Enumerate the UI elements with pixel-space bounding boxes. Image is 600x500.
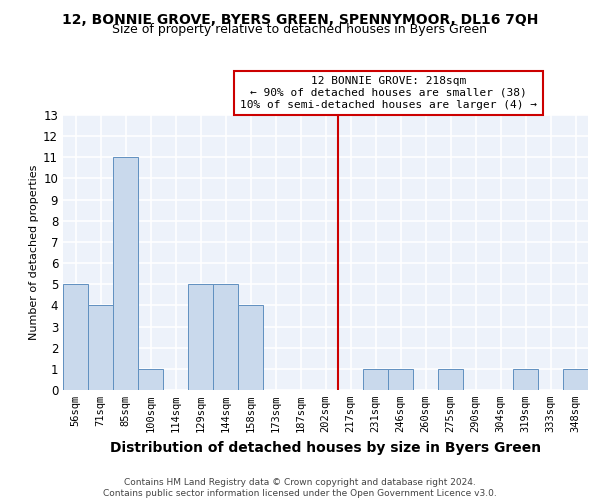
Bar <box>213 284 238 390</box>
Text: 12 BONNIE GROVE: 218sqm
← 90% of detached houses are smaller (38)
10% of semi-de: 12 BONNIE GROVE: 218sqm ← 90% of detache… <box>240 76 537 110</box>
Text: Contains HM Land Registry data © Crown copyright and database right 2024.
Contai: Contains HM Land Registry data © Crown c… <box>103 478 497 498</box>
Bar <box>88 306 113 390</box>
Bar <box>563 369 588 390</box>
Text: 12, BONNIE GROVE, BYERS GREEN, SPENNYMOOR, DL16 7QH: 12, BONNIE GROVE, BYERS GREEN, SPENNYMOO… <box>62 12 538 26</box>
Text: Size of property relative to detached houses in Byers Green: Size of property relative to detached ho… <box>113 22 487 36</box>
X-axis label: Distribution of detached houses by size in Byers Green: Distribution of detached houses by size … <box>110 440 541 454</box>
Bar <box>438 369 463 390</box>
Y-axis label: Number of detached properties: Number of detached properties <box>29 165 39 340</box>
Bar <box>138 369 163 390</box>
Bar <box>63 284 88 390</box>
Bar <box>238 306 263 390</box>
Bar <box>188 284 213 390</box>
Bar <box>513 369 538 390</box>
Bar <box>388 369 413 390</box>
Bar <box>363 369 388 390</box>
Bar <box>113 158 138 390</box>
